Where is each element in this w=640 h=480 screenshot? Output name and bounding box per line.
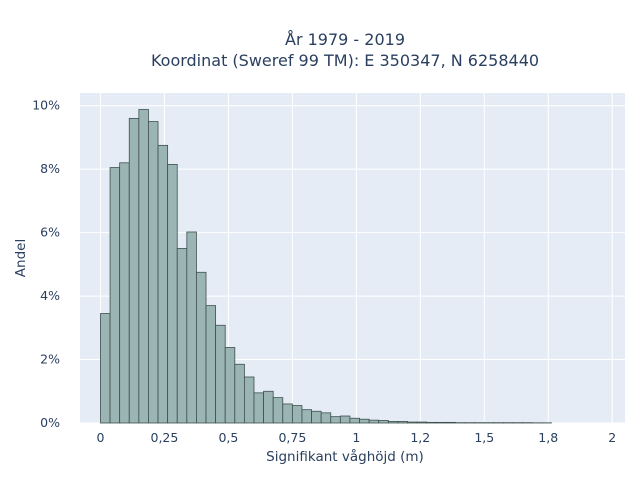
histogram-bar-27 <box>359 418 370 424</box>
x-tick-label-2: 0,5 <box>218 430 238 445</box>
histogram-bar-19 <box>282 403 293 424</box>
histogram-bar-35 <box>435 421 447 424</box>
x-tick-label-3: 0,75 <box>278 430 306 445</box>
histogram-bar-33 <box>416 421 428 424</box>
histogram-bar-24 <box>330 416 341 424</box>
histogram-bar-28 <box>368 419 380 424</box>
y-axis-ticks: 0% 2% 4% 6% 8% 10% <box>32 98 60 430</box>
histogram-bar-32 <box>407 421 418 424</box>
histogram-bar-12 <box>215 324 226 424</box>
histogram-bar-5 <box>148 121 159 424</box>
histogram-bar-31 <box>397 421 408 424</box>
histogram-bar-26 <box>349 417 360 424</box>
chart-title-line-2: Koordinat (Sweref 99 TM): E 350347, N 62… <box>151 51 539 70</box>
histogram-bar-36 <box>445 421 456 424</box>
histogram-bar-2 <box>119 162 130 424</box>
histogram-bar-29 <box>378 420 389 424</box>
y-tick-label-5: 10% <box>32 98 60 113</box>
x-tick-label-5: 1,2 <box>410 430 430 445</box>
histogram-bar-3 <box>128 117 140 424</box>
histogram-bar-21 <box>301 409 312 424</box>
histogram-bar-15 <box>243 376 255 424</box>
histogram-bar-30 <box>387 421 399 424</box>
histogram-bar-6 <box>157 144 169 424</box>
histogram-bar-22 <box>311 410 322 424</box>
histogram-bar-23 <box>320 412 332 424</box>
histogram-bar-14 <box>234 363 245 424</box>
histogram-bar-34 <box>426 421 437 424</box>
histogram-bar-17 <box>263 390 274 424</box>
histogram-bar-25 <box>339 415 351 424</box>
histogram-bar-11 <box>205 305 217 424</box>
y-tick-label-2: 4% <box>40 288 60 303</box>
x-axis-ticks: 0 0,25 0,5 0,75 1 1,2 1,5 1,8 2 <box>96 430 616 445</box>
histogram-bar-4 <box>138 109 149 424</box>
histogram-bar-16 <box>253 392 264 424</box>
x-tick-label-1: 0,25 <box>151 430 179 445</box>
y-tick-label-3: 6% <box>40 225 60 240</box>
y-tick-label-4: 8% <box>40 161 60 176</box>
x-tick-label-7: 1,8 <box>538 430 558 445</box>
histogram-bar-13 <box>224 347 236 424</box>
y-tick-label-1: 2% <box>40 352 60 367</box>
y-axis-label: Andel <box>13 239 29 277</box>
x-tick-label-4: 1 <box>352 430 360 445</box>
x-tick-label-0: 0 <box>96 430 104 445</box>
y-tick-label-0: 0% <box>40 415 60 430</box>
histogram-bar-0 <box>100 313 111 424</box>
x-axis-label: Signifikant våghöjd (m) <box>266 448 424 465</box>
histogram-bar-7 <box>167 163 178 424</box>
histogram-bar-10 <box>196 271 207 424</box>
x-tick-label-8: 2 <box>608 430 616 445</box>
histogram-bar-8 <box>176 248 188 424</box>
x-tick-label-6: 1,5 <box>474 430 494 445</box>
histogram-bar-9 <box>186 231 197 424</box>
histogram-bar-20 <box>291 405 303 424</box>
histogram-bar-18 <box>272 397 284 424</box>
chart-title-line-1: År 1979 - 2019 <box>285 30 405 49</box>
histogram-bar-1 <box>109 167 121 424</box>
histogram-bars <box>100 109 552 424</box>
